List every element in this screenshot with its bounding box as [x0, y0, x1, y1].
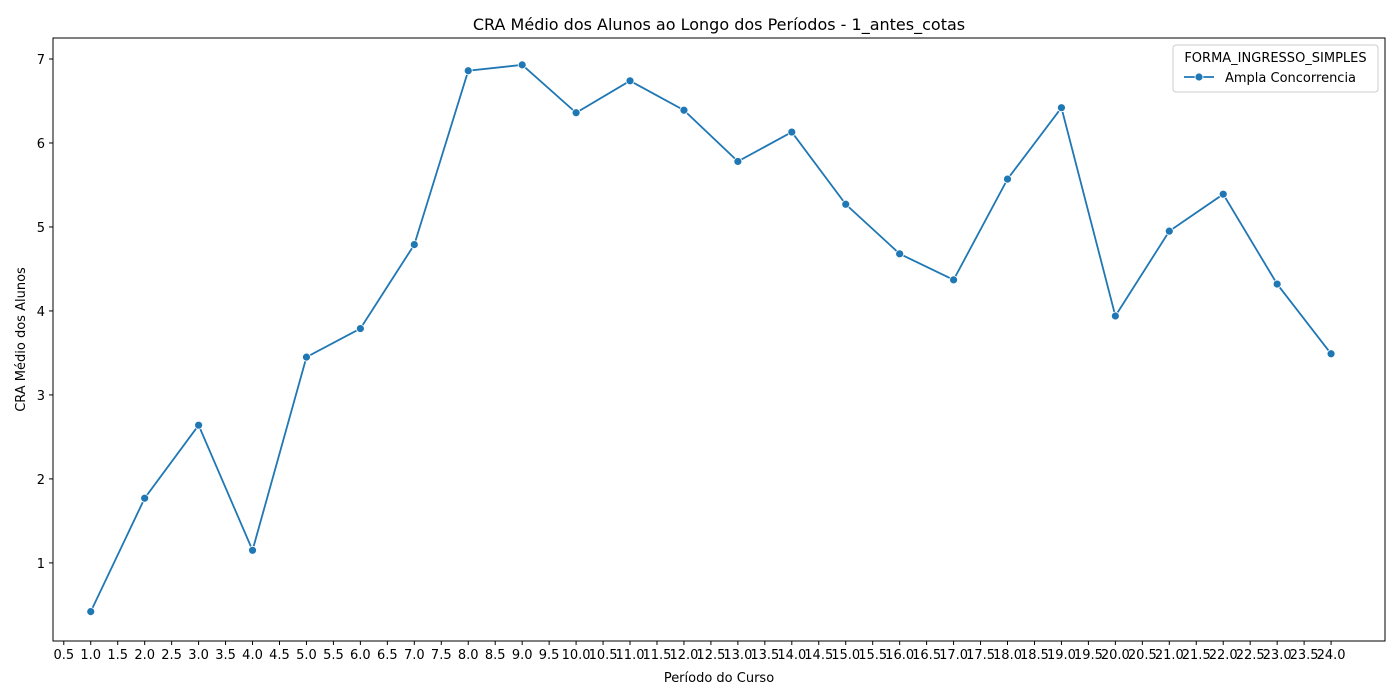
x-tick-label: 2.0	[134, 648, 155, 663]
x-tick-label: 9.0	[512, 648, 533, 663]
data-point	[787, 127, 797, 137]
x-tick-label: 13.5	[750, 648, 779, 663]
x-tick-label: 17.5	[966, 648, 995, 663]
x-axis-label: Período do Curso	[664, 671, 774, 686]
data-point	[1057, 103, 1066, 113]
y-tick-label: 4	[37, 305, 45, 320]
x-tick-label: 17.0	[939, 648, 968, 663]
x-tick-label: 4.0	[242, 648, 263, 663]
x-tick-label: 6.5	[377, 648, 398, 663]
x-tick-label: 20.5	[1128, 648, 1157, 663]
data-point	[86, 607, 96, 617]
y-axis-label: CRA Médio dos Alunos	[14, 267, 29, 412]
x-tick-label: 18.0	[993, 648, 1022, 663]
data-point	[248, 545, 257, 555]
data-point	[841, 199, 851, 209]
x-tick-label: 3.0	[188, 648, 209, 663]
data-point	[463, 66, 473, 76]
x-tick-label: 21.0	[1155, 648, 1184, 663]
y-axis: 1 2 3 4 5 6 7	[37, 53, 53, 572]
x-tick-label: 10.5	[589, 648, 618, 663]
x-tick-label: 24.0	[1317, 648, 1346, 663]
x-tick-label: 8.5	[485, 648, 506, 663]
x-tick-label: 5.5	[323, 648, 344, 663]
data-point	[895, 249, 905, 259]
data-point	[517, 60, 527, 70]
x-tick-label: 19.5	[1074, 648, 1103, 663]
x-tick-label: 8.0	[458, 648, 479, 663]
x-tick-label: 23.5	[1290, 648, 1319, 663]
x-tick-label: 15.0	[831, 648, 860, 663]
data-point	[679, 105, 689, 115]
x-tick-label: 14.5	[804, 648, 833, 663]
x-tick-label: 3.5	[215, 648, 236, 663]
x-tick-label: 9.5	[539, 648, 560, 663]
data-point	[1326, 349, 1336, 359]
data-point	[1003, 174, 1012, 184]
y-tick-label: 7	[37, 53, 45, 68]
y-tick-label: 3	[37, 389, 45, 404]
x-tick-label: 14.0	[777, 648, 806, 663]
legend: FORMA_INGRESSO_SIMPLES Ampla Concorrenci…	[1172, 44, 1379, 93]
x-tick-label: 23.0	[1263, 648, 1292, 663]
plot-frame	[52, 37, 1386, 642]
data-point	[1164, 226, 1174, 236]
legend-series-label: Ampla Concorrencia	[1225, 71, 1356, 86]
x-tick-label: 16.0	[885, 648, 914, 663]
data-point	[571, 108, 581, 118]
data-point	[140, 493, 150, 503]
data-point	[1272, 279, 1282, 289]
legend-box	[1172, 44, 1379, 93]
x-tick-label: 22.0	[1209, 648, 1238, 663]
x-axis: 0.5 1.0 1.5 2.0 2.5 3.0 3.5 4.0 4.5 5.0 5.5 6.0 6.5 7…	[53, 641, 1346, 663]
x-tick-label: 12.0	[669, 648, 698, 663]
y-tick-label: 5	[37, 221, 45, 236]
y-tick-label: 1	[37, 557, 45, 572]
x-tick-label: 19.0	[1047, 648, 1076, 663]
x-tick-label: 2.5	[161, 648, 182, 663]
plot-area	[52, 37, 1386, 642]
x-tick-label: 7.5	[431, 648, 452, 663]
x-tick-label: 1.0	[80, 648, 101, 663]
x-tick-label: 1.5	[107, 648, 128, 663]
x-tick-label: 16.5	[912, 648, 941, 663]
x-tick-label: 12.5	[696, 648, 725, 663]
x-tick-label: 13.0	[723, 648, 752, 663]
x-tick-label: 15.5	[858, 648, 887, 663]
data-point	[625, 76, 635, 86]
data-point	[409, 240, 419, 249]
x-tick-label: 4.5	[269, 648, 290, 663]
legend-marker-swatch	[1194, 72, 1204, 82]
data-point	[194, 420, 204, 430]
x-tick-label: 5.0	[296, 648, 317, 663]
y-tick-label: 2	[37, 473, 45, 488]
chart-title: CRA Médio dos Alunos ao Longo dos Períod…	[473, 15, 965, 35]
x-tick-label: 20.0	[1101, 648, 1130, 663]
data-point	[949, 275, 958, 285]
x-tick-label: 11.5	[643, 648, 672, 663]
data-point	[302, 352, 311, 362]
x-tick-label: 18.5	[1020, 648, 1049, 663]
data-point	[355, 324, 365, 333]
x-tick-label: 10.0	[562, 648, 591, 663]
x-tick-label: 6.0	[350, 648, 371, 663]
x-tick-label: 0.5	[53, 648, 74, 663]
data-point	[733, 157, 743, 166]
data-point	[1110, 311, 1120, 321]
x-tick-label: 21.5	[1182, 648, 1211, 663]
x-tick-label: 7.0	[404, 648, 425, 663]
legend-title: FORMA_INGRESSO_SIMPLES	[1184, 51, 1366, 66]
x-tick-label: 11.0	[616, 648, 645, 663]
y-tick-label: 6	[37, 137, 45, 152]
data-point	[1218, 189, 1228, 199]
x-tick-label: 22.5	[1236, 648, 1265, 663]
series-line	[89, 63, 1332, 612]
